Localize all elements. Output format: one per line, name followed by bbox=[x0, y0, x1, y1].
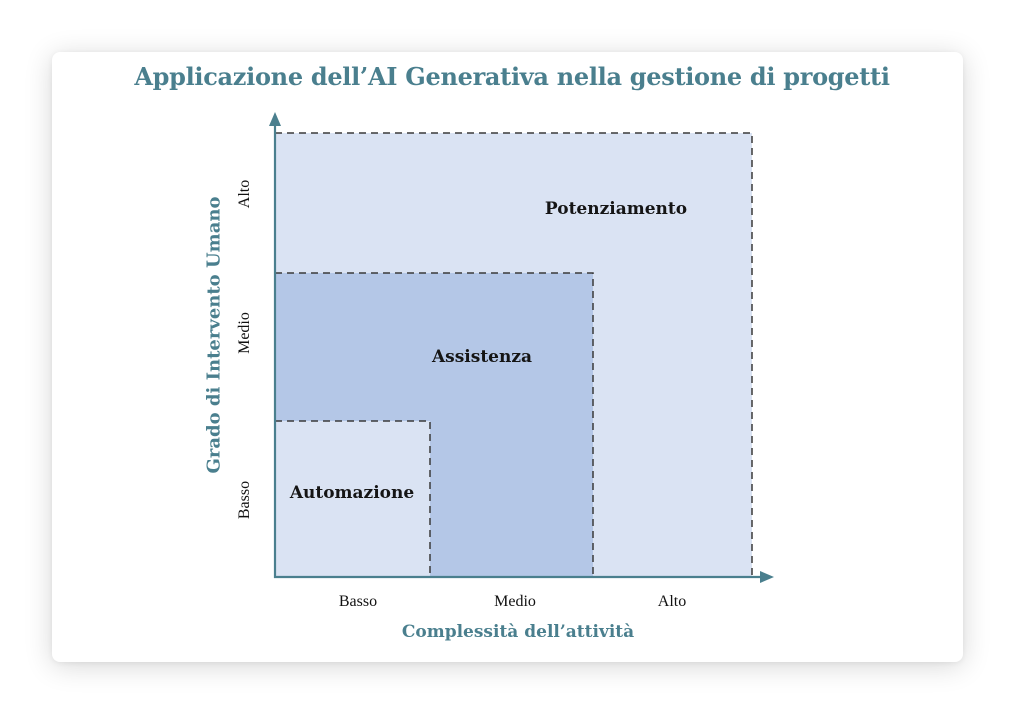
y-tick-alto: Alto bbox=[236, 179, 253, 209]
y-axis-arrowhead bbox=[269, 112, 281, 126]
zone-automazione bbox=[274, 420, 431, 578]
y-tick-medio: Medio bbox=[236, 312, 253, 354]
x-tick-alto: Alto bbox=[657, 593, 687, 610]
zone-label-assistenza: Assistenza bbox=[431, 347, 533, 367]
x-axis-title: Complessità dell’attività bbox=[401, 622, 635, 642]
diagram-title: Applicazione dell’AI Generativa nella ge… bbox=[134, 62, 890, 91]
y-tick-basso: Basso bbox=[236, 480, 253, 520]
zone-label-automazione: Automazione bbox=[289, 483, 415, 503]
x-tick-medio: Medio bbox=[494, 593, 536, 610]
x-axis-arrowhead bbox=[760, 571, 774, 583]
y-axis-title: Grado di Intervento Umano bbox=[203, 196, 225, 474]
zone-label-potenziamento: Potenziamento bbox=[544, 199, 688, 219]
x-tick-basso: Basso bbox=[338, 593, 378, 610]
